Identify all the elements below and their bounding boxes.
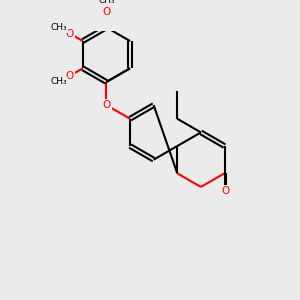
Text: O: O [222,186,230,196]
Text: O: O [102,100,110,110]
Text: CH₃: CH₃ [98,0,115,4]
Text: O: O [102,8,110,17]
Text: O: O [66,28,74,38]
Text: O: O [66,71,74,81]
Text: CH₃: CH₃ [51,77,68,86]
Text: CH₃: CH₃ [51,23,68,32]
